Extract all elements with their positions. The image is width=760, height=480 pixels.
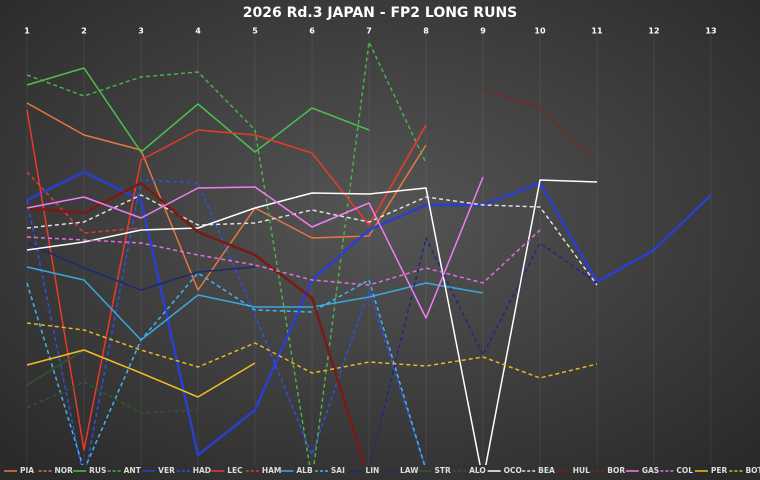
series-line: [26, 194, 598, 286]
series-line: [26, 41, 427, 465]
series-line: [26, 266, 484, 341]
series-line: [26, 176, 484, 319]
legend-label: GAS: [642, 466, 659, 475]
series-line: [26, 102, 427, 291]
series-line: [26, 179, 598, 465]
legend-label: RUS: [89, 466, 106, 475]
series-line: [26, 67, 370, 153]
x-tick-label: 9: [480, 27, 486, 36]
x-tick-label: 8: [423, 27, 429, 36]
series-line: [26, 349, 256, 398]
x-tick-label: 4: [195, 27, 201, 36]
legend-label: ALO: [469, 466, 486, 475]
series-line: [26, 349, 85, 386]
legend-label: ANT: [124, 466, 142, 475]
plot-area: [26, 35, 712, 465]
legend-label: BEA: [538, 466, 555, 475]
legend-label: LIN: [365, 466, 379, 475]
series-line: [26, 322, 598, 379]
series-line: [26, 170, 712, 457]
legend-label: OCO: [504, 466, 522, 475]
chart-title: 2026 Rd.3 JAPAN - FP2 LONG RUNS: [243, 5, 518, 21]
x-tick-label: 13: [705, 27, 716, 36]
x-tick-label: 2: [81, 27, 87, 36]
series-line: [26, 181, 366, 465]
series-line: [26, 109, 427, 451]
legend-label: LAW: [400, 466, 419, 475]
series-line: [482, 89, 598, 164]
x-tick-label: 6: [309, 27, 315, 36]
legend-label: HUL: [573, 466, 590, 475]
legend-label: LEC: [227, 466, 243, 475]
legend-label: VER: [158, 466, 175, 475]
legend-label: NOR: [55, 466, 74, 475]
legend-label: ALB: [296, 466, 313, 475]
legend-label: HAD: [193, 466, 211, 475]
legend-label: HAM: [262, 466, 282, 475]
x-tick-label: 7: [366, 27, 372, 36]
x-tick-label: 10: [534, 27, 546, 36]
legend-label: SAI: [331, 466, 345, 475]
series-line: [26, 381, 199, 414]
series-line: [26, 179, 426, 465]
legend-label: STR: [435, 466, 452, 475]
legend-label: BOR: [607, 466, 625, 475]
legend-label: COL: [676, 466, 693, 475]
series-line: [26, 242, 256, 291]
legend-label: PER: [711, 466, 728, 475]
x-tick-label: 5: [252, 27, 258, 36]
legend-label: BOT: [745, 466, 760, 475]
series-line: [26, 171, 142, 234]
x-tick-label: 12: [648, 27, 659, 36]
legend-label: PIA: [20, 466, 34, 475]
series-line: [26, 229, 541, 286]
x-tick-label: 11: [591, 27, 603, 36]
x-tick-label: 3: [138, 27, 144, 36]
x-tick-label: 1: [24, 27, 30, 36]
